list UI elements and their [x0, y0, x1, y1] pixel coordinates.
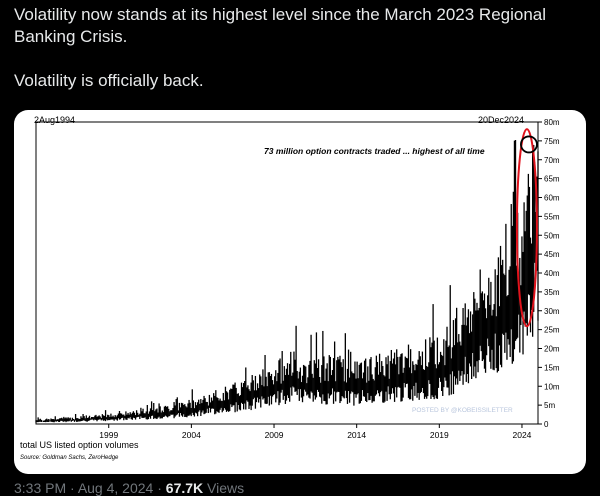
- start-date-label: 2Aug1994: [34, 115, 75, 125]
- highlight-ellipse: [515, 128, 538, 328]
- y-tick-label: 30m: [544, 307, 560, 316]
- y-tick-label: 70m: [544, 156, 560, 165]
- x-tick-label: 1999: [99, 430, 118, 440]
- y-tick-label: 65m: [544, 175, 560, 184]
- y-tick-label: 10m: [544, 382, 560, 391]
- y-tick-label: 80m: [544, 118, 560, 127]
- y-tick-label: 40m: [544, 269, 560, 278]
- y-axis: 0 5m 10m 15m 20m 25m 30m 35m 40m 45m 50m 55m 60m 65m 7…: [538, 118, 560, 429]
- y-tick-label: 60m: [544, 194, 560, 203]
- tweet-text: Volatility now stands at its highest lev…: [14, 4, 586, 92]
- views-label: Views: [203, 480, 245, 496]
- source-note: Source: Goldman Sachs, ZeroHedge: [20, 455, 119, 461]
- peak-annotation: 73 million option contracts traded ... h…: [264, 146, 485, 156]
- x-axis: 1999 2004 2009 2014 2019 2024: [99, 424, 532, 440]
- x-tick-label: 2004: [182, 430, 201, 440]
- x-tick-label: 2019: [430, 430, 449, 440]
- tweet-line-2: Volatility is officially back.: [14, 71, 204, 90]
- peak-circle: [520, 135, 538, 154]
- y-tick-label: 35m: [544, 288, 560, 297]
- chart-image[interactable]: 2Aug1994 20Dec2024 73 million option con…: [14, 110, 586, 474]
- x-tick-label: 2009: [265, 430, 284, 440]
- y-tick-label: 75m: [544, 137, 560, 146]
- y-tick-label: 5m: [544, 401, 555, 410]
- end-date-label: 20Dec2024: [478, 115, 524, 125]
- volume-bars: [35, 139, 539, 423]
- y-tick-label: 0: [544, 420, 549, 429]
- tweet-date[interactable]: Aug 4, 2024: [77, 480, 154, 496]
- x-tick-label: 2014: [347, 430, 366, 440]
- y-tick-label: 45m: [544, 250, 560, 259]
- tweet-line-1: Volatility now stands at its highest lev…: [14, 5, 547, 46]
- x-tick-label: 2024: [513, 430, 532, 440]
- option-volume-chart: 2Aug1994 20Dec2024 73 million option con…: [20, 115, 560, 461]
- watermark: POSTED BY @KOBEISSILETTER: [412, 407, 513, 414]
- x-axis-label: total US listed option volumes: [20, 440, 139, 450]
- y-tick-label: 25m: [544, 326, 560, 335]
- meta-separator: ·: [66, 480, 78, 496]
- y-tick-label: 15m: [544, 363, 560, 372]
- meta-separator-2: ·: [153, 480, 166, 496]
- y-tick-label: 20m: [544, 345, 560, 354]
- y-tick-label: 55m: [544, 212, 560, 221]
- tweet-time[interactable]: 3:33 PM: [14, 480, 67, 496]
- views-count: 67.7K: [165, 480, 204, 496]
- tweet-meta: 3:33 PM · Aug 4, 2024 · 67.7K Views: [14, 480, 244, 496]
- y-tick-label: 50m: [544, 231, 560, 240]
